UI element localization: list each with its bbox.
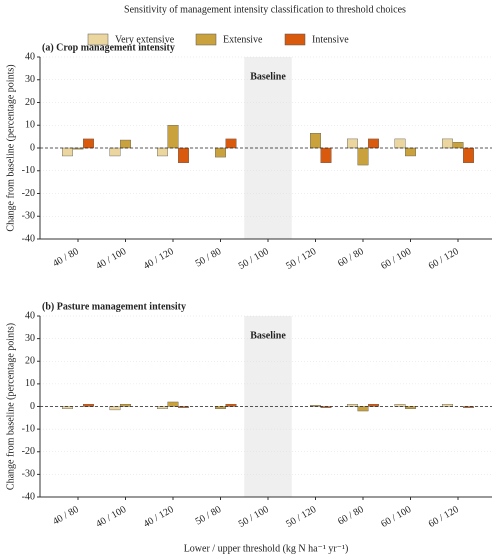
y-tick-label: -30 bbox=[22, 469, 35, 480]
x-tick-label: 50 / 120 bbox=[284, 504, 318, 530]
x-tick-label: 40 / 100 bbox=[94, 504, 128, 530]
bar bbox=[463, 406, 474, 408]
x-tick-label: 40 / 100 bbox=[94, 246, 128, 272]
x-tick-label: 40 / 80 bbox=[51, 246, 81, 269]
bar bbox=[368, 138, 379, 149]
bar bbox=[452, 142, 464, 149]
baseline-label: Baseline bbox=[250, 71, 286, 82]
y-tick-label: -20 bbox=[22, 446, 35, 457]
x-tick-label: 60 / 100 bbox=[379, 246, 413, 272]
y-tick-label: -40 bbox=[22, 233, 35, 244]
baseline-label: Baseline bbox=[250, 330, 286, 341]
y-tick-label: 0 bbox=[30, 142, 35, 153]
x-tick-label: 50 / 100 bbox=[237, 246, 271, 272]
x-tick-label: 60 / 80 bbox=[336, 246, 366, 269]
bar bbox=[357, 406, 369, 412]
panel-title: (b) Pasture management intensity bbox=[42, 301, 186, 312]
x-tick-label: 60 / 120 bbox=[427, 504, 461, 530]
bar bbox=[215, 147, 226, 158]
x-tick-label: 60 / 120 bbox=[427, 246, 461, 272]
x-tick-label: 50 / 80 bbox=[194, 504, 224, 527]
bar bbox=[394, 138, 406, 149]
figure-title: Sensitivity of management intensity clas… bbox=[124, 4, 406, 15]
panel-title: (a) Crop management intensity bbox=[42, 42, 175, 53]
x-tick-label: 50 / 120 bbox=[284, 246, 318, 272]
x-axis-label: Lower / upper threshold (kg N ha⁻¹ yr⁻¹) bbox=[184, 543, 349, 554]
x-tick-label: 50 / 80 bbox=[194, 246, 224, 269]
y-tick-label: -30 bbox=[22, 211, 35, 222]
bar bbox=[109, 406, 121, 411]
y-tick-label: 40 bbox=[25, 51, 35, 62]
y-tick-label: 40 bbox=[25, 310, 35, 321]
legend-label: Intensive bbox=[312, 34, 349, 45]
bar bbox=[442, 138, 453, 149]
y-tick-label: 30 bbox=[25, 74, 35, 85]
y-tick-label: -10 bbox=[22, 165, 35, 176]
y-axis-label: Change from baseline (percentage points) bbox=[5, 323, 16, 490]
y-axis-label: Change from baseline (percentage points) bbox=[5, 64, 16, 231]
bar bbox=[167, 125, 179, 149]
bar bbox=[405, 147, 416, 157]
legend-swatch bbox=[195, 33, 217, 46]
bar bbox=[357, 147, 369, 166]
bar bbox=[368, 404, 379, 407]
bar bbox=[120, 139, 131, 149]
y-tick-label: 20 bbox=[25, 356, 35, 367]
y-tick-label: 0 bbox=[30, 401, 35, 412]
y-tick-label: 10 bbox=[25, 120, 35, 131]
y-tick-label: -40 bbox=[22, 491, 35, 502]
y-tick-label: -10 bbox=[22, 423, 35, 434]
bar bbox=[109, 147, 121, 157]
bar bbox=[83, 404, 94, 407]
bar bbox=[178, 406, 189, 408]
x-tick-label: 60 / 80 bbox=[336, 504, 366, 527]
bar bbox=[157, 147, 168, 157]
bar bbox=[320, 147, 332, 163]
legend-swatch bbox=[284, 33, 306, 46]
bar bbox=[225, 138, 237, 149]
legend-label: Extensive bbox=[223, 34, 263, 45]
bar bbox=[310, 133, 321, 149]
bar bbox=[167, 401, 179, 407]
bar bbox=[178, 147, 189, 163]
y-tick-label: -20 bbox=[22, 188, 35, 199]
x-tick-label: 60 / 100 bbox=[379, 504, 413, 530]
x-tick-label: 40 / 80 bbox=[51, 504, 81, 527]
x-tick-label: 40 / 120 bbox=[142, 246, 176, 272]
y-tick-label: 20 bbox=[25, 97, 35, 108]
legend-label: Very extensive bbox=[115, 34, 175, 45]
bar bbox=[463, 147, 474, 163]
y-tick-label: 30 bbox=[25, 333, 35, 344]
y-tick-label: 10 bbox=[25, 378, 35, 389]
bar bbox=[62, 147, 73, 157]
bar bbox=[347, 138, 358, 149]
bar bbox=[83, 138, 94, 149]
x-tick-label: 40 / 120 bbox=[142, 504, 176, 530]
legend-swatch bbox=[87, 33, 109, 46]
x-tick-label: 50 / 100 bbox=[237, 504, 271, 530]
